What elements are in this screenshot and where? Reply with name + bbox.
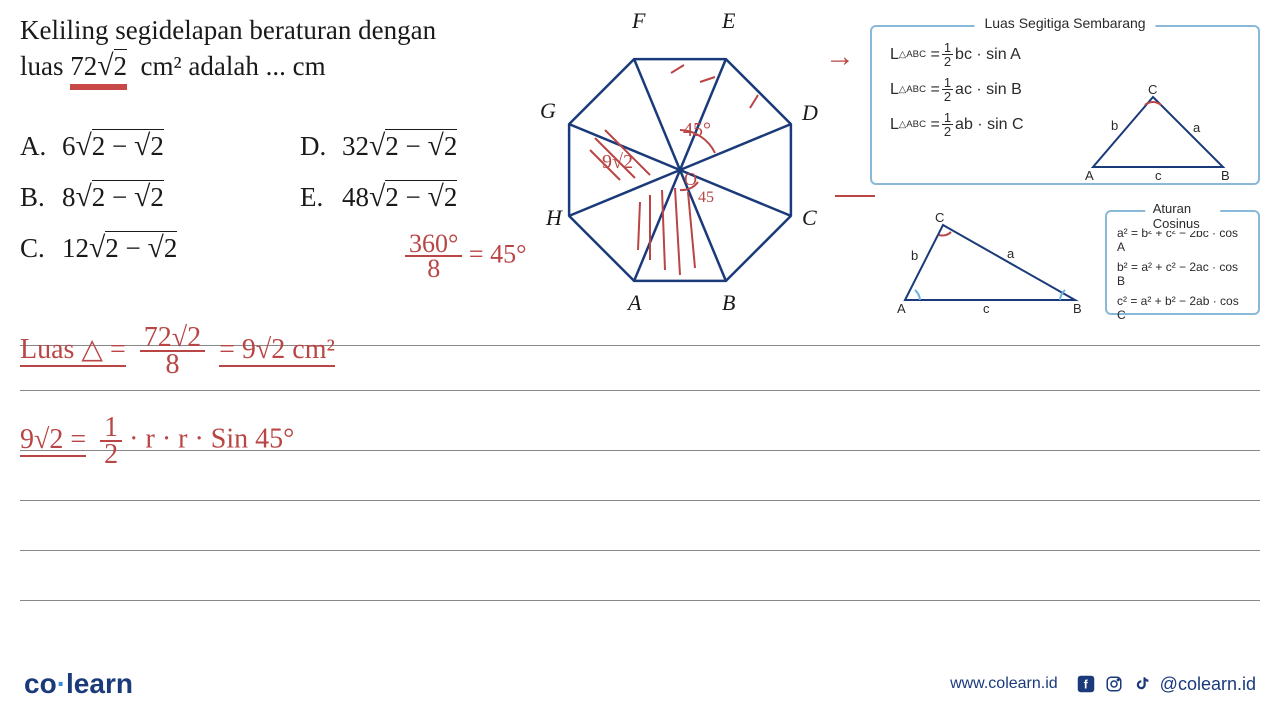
svg-text:B: B	[1073, 301, 1082, 315]
rule-line	[20, 600, 1260, 601]
svg-text:A: A	[897, 301, 906, 315]
luas-value: 72√2	[70, 50, 127, 87]
facebook-icon: f	[1076, 674, 1096, 694]
hand-luas-equation: Luas △ = 72√28 = 9√2 cm²	[20, 325, 335, 377]
vertex-F: F	[631, 10, 646, 33]
vertex-G: G	[540, 98, 556, 123]
formula-box: Luas Segitiga Sembarang L△ABC = 12 bc · …	[870, 25, 1260, 185]
svg-text:C: C	[935, 210, 944, 225]
question-line1: Keliling segidelapan beraturan dengan	[20, 15, 520, 46]
hand-angle-calc: 360°8 = 45°	[405, 232, 526, 281]
social-handle: @colearn.id	[1160, 674, 1256, 695]
center-O: O	[684, 169, 697, 189]
formula-1: L△ABC = 12 bc · sin A	[890, 41, 1240, 68]
cosine-3: c² = a² + b² − 2ab · cos C	[1117, 294, 1248, 322]
svg-text:c: c	[983, 301, 990, 315]
question-line2: luas 72√2 cm² adalah ... cm	[20, 50, 520, 87]
rule-line	[20, 390, 1260, 391]
cosine-box: Aturan Cosinus a² = b² + c² − 2bc · cos …	[1105, 210, 1260, 315]
svg-text:B: B	[1221, 168, 1230, 182]
svg-text:A: A	[1085, 168, 1094, 182]
vertex-B: B	[722, 290, 735, 315]
option-b: B. 8√2 − √2	[20, 181, 300, 214]
r-label: 9√2	[602, 151, 633, 173]
svg-text:45: 45	[698, 189, 714, 206]
tiktok-icon	[1132, 674, 1152, 694]
rule-line	[20, 500, 1260, 501]
arrow-right: →	[825, 40, 855, 74]
angle-45: 45°	[683, 119, 711, 141]
hand-eq2: 9√2 = 12 · r · r · Sin 45°	[20, 415, 294, 467]
option-d: D. 32√2 − √2	[300, 130, 457, 163]
vertex-E: E	[721, 10, 736, 33]
dash-to-c	[835, 195, 875, 197]
svg-text:C: C	[1148, 82, 1157, 97]
footer: co·learn www.colearn.id f @colearn.id	[0, 668, 1280, 700]
cosine-triangle: A B C a b c	[895, 210, 1095, 315]
footer-url: www.colearn.id	[950, 675, 1058, 693]
formula-triangle: A B C a b c	[1083, 82, 1233, 182]
cosine-2: b² = a² + c² − 2ac · cos B	[1117, 260, 1248, 288]
svg-text:b: b	[1111, 118, 1118, 133]
vertex-A: A	[626, 290, 642, 315]
formula-box-title: Luas Segitiga Sembarang	[974, 15, 1155, 31]
svg-text:a: a	[1007, 246, 1015, 261]
options: A. 6√2 − √2 D. 32√2 − √2 B. 8√2 − √2 E. …	[20, 130, 457, 283]
logo: co·learn	[24, 668, 133, 700]
option-a: A. 6√2 − √2	[20, 130, 300, 163]
question: Keliling segidelapan beraturan dengan lu…	[20, 15, 520, 87]
instagram-icon	[1104, 674, 1124, 694]
vertex-D: D	[801, 100, 818, 125]
option-c: C. 12√2 − √2	[20, 232, 300, 265]
option-e: E. 48√2 − √2	[300, 181, 457, 214]
vertex-C: C	[802, 205, 817, 230]
svg-text:a: a	[1193, 120, 1201, 135]
svg-text:c: c	[1155, 168, 1162, 182]
rule-line	[20, 550, 1260, 551]
octagon-diagram: F E D C B A H G O 45° 45 9√2	[510, 10, 850, 320]
social-icons: f @colearn.id	[1076, 674, 1256, 695]
cosine-box-title: Aturan Cosinus	[1145, 201, 1221, 231]
svg-text:b: b	[911, 248, 918, 263]
vertex-H: H	[545, 205, 563, 230]
